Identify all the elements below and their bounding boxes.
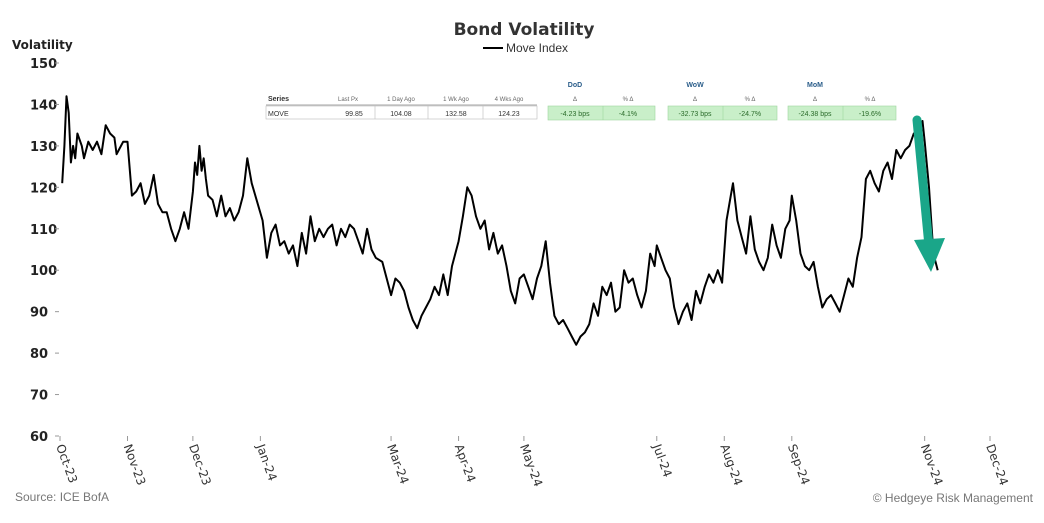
x-tick-label: Dec-24	[983, 442, 1011, 487]
x-tick-label: Aug-24	[717, 442, 745, 487]
table-row-label: MOVE	[268, 111, 289, 118]
y-tick-label: 60	[30, 430, 48, 445]
x-tick-label: Nov-24	[918, 442, 946, 487]
delta-row-dod	[547, 105, 656, 121]
table-series-header: Series	[268, 96, 289, 103]
delta-cell: -24.7%	[739, 111, 761, 118]
source-note: Source: ICE BofA	[15, 490, 109, 504]
y-axis-label: Volatility	[12, 38, 73, 52]
x-tick-label: Oct-23	[53, 442, 80, 485]
delta-cell: -4.1%	[619, 111, 637, 118]
table-col-header: 4 Wks Ago	[495, 97, 524, 103]
arrow-head	[914, 238, 945, 272]
summary-table: Series Last Px 1 Day Ago 1 Wk Ago 4 Wks …	[265, 82, 897, 121]
x-tick-label: Sep-24	[785, 442, 813, 486]
table-row	[265, 105, 538, 120]
table-cell: 132.58	[445, 111, 467, 118]
x-tick-label: Jan-24	[253, 441, 280, 483]
table-col-header: Δ	[813, 97, 817, 103]
y-axis: 60 70 80 90 100 110 120 130 140 150	[30, 57, 59, 445]
x-tick-label: May-24	[517, 442, 545, 488]
y-tick-label: 130	[30, 140, 57, 155]
table-col-header: Δ	[573, 97, 577, 103]
table-col-header: Δ	[693, 97, 697, 103]
y-tick-label: 90	[30, 306, 48, 321]
delta-row-wow	[667, 105, 778, 121]
x-tick-label: Nov-23	[121, 442, 149, 487]
table-group-dod: DoD	[568, 82, 582, 89]
table-col-header: % Δ	[745, 97, 756, 103]
delta-cell: -24.38 bps	[798, 111, 832, 118]
legend-label: Move Index	[506, 41, 568, 55]
y-tick-label: 110	[30, 223, 57, 238]
y-tick-label: 70	[30, 389, 48, 404]
delta-row-mom	[787, 105, 897, 121]
y-tick-label: 150	[30, 57, 57, 72]
table-col-header: % Δ	[623, 97, 634, 103]
table-cell: 124.23	[498, 111, 520, 118]
table-cell: 104.08	[390, 111, 412, 118]
y-tick-label: 100	[30, 264, 57, 279]
delta-cell: -4.23 bps	[560, 111, 590, 118]
chart-title: Bond Volatility	[454, 20, 595, 40]
table-group-mom: MoM	[807, 82, 823, 89]
x-tick-label: Apr-24	[452, 442, 479, 484]
table-group-wow: WoW	[686, 82, 704, 89]
delta-cell: -32.73 bps	[678, 111, 712, 118]
x-tick-label: Jul-24	[650, 441, 675, 479]
y-tick-label: 120	[30, 181, 57, 196]
arrow-shaft	[912, 115, 934, 251]
y-tick-label: 140	[30, 98, 57, 113]
table-col-header: 1 Day Ago	[387, 97, 415, 103]
table-col-header: % Δ	[865, 97, 876, 103]
y-tick-label: 80	[30, 347, 48, 362]
x-tick-label: Dec-23	[186, 442, 214, 487]
down-arrow-annotation	[912, 115, 945, 272]
delta-cell: -19.6%	[859, 111, 881, 118]
table-col-header: 1 Wk Ago	[443, 97, 469, 103]
table-cell: 99.85	[345, 111, 363, 118]
x-axis: Oct-23 Nov-23 Dec-23 Jan-24 Mar-24 Apr-24 May-…	[53, 436, 1011, 489]
table-col-header: Last Px	[338, 97, 358, 103]
copyright-note: © Hedgeye Risk Management	[873, 491, 1034, 505]
series-line-move-index	[61, 95, 939, 346]
x-tick-label: Mar-24	[384, 442, 411, 486]
